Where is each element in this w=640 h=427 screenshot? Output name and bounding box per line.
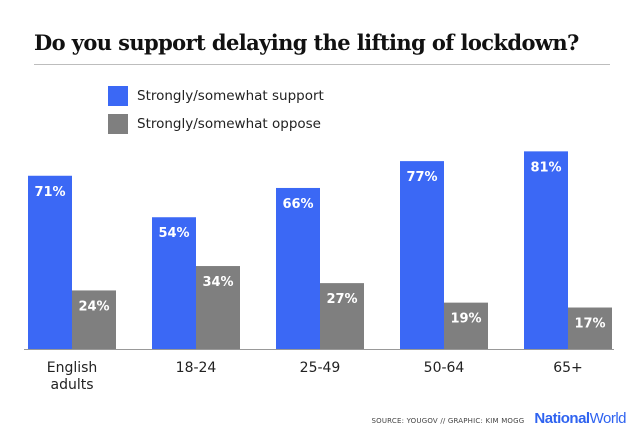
bar-support-1	[152, 217, 196, 349]
category-label-2: 25-49	[300, 360, 341, 376]
category-label-0: English adults	[47, 360, 98, 393]
data-label-oppose-4: 17%	[574, 317, 605, 332]
legend-item-support: Strongly/somewhat support	[108, 86, 324, 106]
data-label-support-1: 54%	[158, 226, 189, 241]
bar-oppose-2	[320, 283, 364, 349]
legend-swatch-oppose	[108, 114, 128, 134]
bar-oppose-1	[196, 266, 240, 349]
data-label-oppose-2: 27%	[326, 292, 357, 307]
bar-support-3	[400, 161, 444, 349]
footer: SOURCE: YOUGOV // GRAPHIC: KIM MOGG Nati…	[371, 409, 626, 427]
brand-logo-bold: National	[534, 410, 590, 427]
brand-logo: NationalWorld	[534, 410, 626, 427]
legend-label-support: Strongly/somewhat support	[137, 88, 324, 104]
legend-swatch-support	[108, 86, 128, 106]
data-label-oppose-1: 34%	[202, 275, 233, 290]
data-label-support-3: 77%	[406, 170, 437, 185]
data-label-support-4: 81%	[530, 160, 561, 175]
chart-title: Do you support delaying the lifting of l…	[34, 30, 579, 55]
title-divider	[34, 64, 610, 65]
data-label-support-0: 71%	[34, 185, 65, 200]
bar-support-4	[524, 151, 568, 349]
bar-oppose-4	[568, 307, 612, 349]
bar-oppose-0	[72, 290, 116, 349]
data-label-support-2: 66%	[282, 197, 313, 212]
bar-support-2	[276, 187, 320, 349]
category-label-1: 18-24	[176, 360, 217, 376]
category-label-4: 65+	[553, 360, 583, 376]
legend-item-oppose: Strongly/somewhat oppose	[108, 114, 321, 134]
bar-oppose-3	[444, 302, 488, 349]
data-label-oppose-3: 19%	[450, 312, 481, 327]
category-label-3: 50-64	[424, 360, 465, 376]
bar-support-0	[28, 175, 72, 349]
legend-label-oppose: Strongly/somewhat oppose	[137, 116, 321, 132]
data-label-oppose-0: 24%	[78, 299, 109, 314]
brand-logo-light: World	[589, 410, 627, 427]
source-credit: SOURCE: YOUGOV // GRAPHIC: KIM MOGG	[371, 417, 525, 425]
